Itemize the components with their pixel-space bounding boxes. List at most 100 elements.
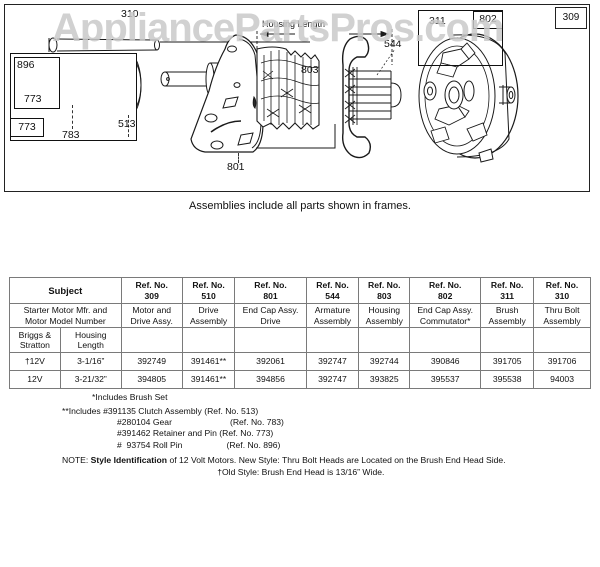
table-subheader-row: Briggs & Stratton Housing Length [9, 327, 591, 353]
housing-assembly-art [256, 46, 320, 130]
includes-ref: (Ref. No. 773) [219, 428, 274, 439]
includes-part: # 93754 Roll Pin [117, 439, 183, 450]
includes-ref: (Ref. No. 513) [204, 406, 259, 416]
includes-ref: (Ref. No. 896) [226, 439, 281, 450]
ref-number: 309 [144, 290, 159, 301]
housing-length-label: Housing Length [262, 19, 326, 29]
inset-frame-311-802 [418, 10, 503, 66]
subject-subtitle: Starter Motor Mfr. and Motor Model Numbe… [9, 303, 122, 328]
desc-line-2: Drive [260, 315, 281, 326]
includes-intro: **Includes [62, 406, 101, 416]
desc-310: Thru Bolt Assembly [533, 303, 591, 328]
note-bold-style-identification: Style Identification [90, 455, 168, 465]
cell-voltage: 12V [9, 370, 61, 389]
callout-310: 310 [121, 8, 139, 20]
bs-line-2: Stratton [19, 340, 50, 350]
cell-housing-length: 3-21/32” [59, 370, 122, 389]
end-cap-drive-art [160, 34, 336, 153]
col-header-briggs-stratton: Briggs & Stratton [9, 327, 61, 353]
header-ref-309: Ref. No. 309 [120, 277, 183, 304]
ref-number: 802 [438, 290, 453, 301]
note-label: NOTE: [62, 455, 89, 465]
header-subject: Subject [9, 277, 122, 304]
diagram-caption: Assemblies include all parts shown in fr… [189, 200, 411, 212]
blank-cell [533, 327, 591, 353]
includes-part: #391135 Clutch Assembly [103, 406, 202, 416]
desc-line-2: Drive Assy. [130, 315, 173, 326]
callout-801: 801 [227, 161, 245, 173]
blank-cell [181, 327, 236, 353]
ref-prefix: Ref. No. [316, 280, 349, 291]
cell-part-801: 392061 [234, 352, 307, 371]
desc-line-2: Assembly [189, 315, 228, 326]
cell-part-802: 390846 [409, 352, 482, 371]
ref-prefix: Ref. No. [368, 280, 401, 291]
callout-311: 311 [429, 15, 446, 27]
header-ref-803: Ref. No. 803 [358, 277, 411, 304]
includes-ref: (Ref. No. 783) [229, 417, 284, 428]
includes-row: #391462 Retainer and Pin (Ref. No. 773) [62, 428, 284, 439]
callout-802: 802 [473, 11, 503, 29]
includes-row: # 93754 Roll Pin (Ref. No. 896) [62, 440, 284, 451]
ref-prefix: Ref. No. [254, 280, 287, 291]
desc-802: End Cap Assy. Commutator* [409, 303, 482, 328]
cell-part-311: 391705 [480, 352, 535, 371]
desc-line-1: Brush [495, 305, 519, 316]
includes-part: #280104 Gear [117, 417, 172, 428]
blank-cell [480, 327, 535, 353]
footnote-note-block: NOTE: Style Identification of 12 Volt Mo… [62, 454, 506, 478]
desc-510: Drive Assembly [181, 303, 236, 328]
desc-line-2: Assembly [543, 315, 581, 326]
cell-part-801: 394856 [234, 370, 307, 389]
desc-311: Brush Assembly [480, 303, 535, 328]
desc-line-2: Assembly [365, 315, 403, 326]
header-ref-510: Ref. No. 510 [181, 277, 236, 304]
parts-table: Subject Ref. No. 309 Ref. No. 510 Ref. N… [9, 277, 591, 389]
hl-line-1: Housing [74, 329, 107, 340]
table-header-desc-row: Starter Motor Mfr. and Motor Model Numbe… [9, 303, 591, 328]
ref-number: 311 [500, 290, 515, 301]
subject-line-2: Motor Model Number [25, 315, 106, 326]
cell-part-802: 395537 [409, 370, 482, 389]
note-old-style: †Old Style: Brush End Head is 13/16” Wid… [217, 467, 385, 477]
includes-row: #280104 Gear (Ref. No. 783) [62, 417, 284, 428]
cell-part-544: 392747 [305, 352, 360, 371]
armature-assembly-art [341, 35, 402, 159]
ref-prefix: Ref. No. [192, 280, 225, 291]
table-row: †12V 3-1/16” 392749 391461** 392061 3927… [9, 352, 591, 371]
ref-prefix: Ref. No. [428, 280, 462, 291]
cell-part-309: 394805 [120, 370, 183, 389]
parts-table-container: Subject Ref. No. 309 Ref. No. 510 Ref. N… [9, 277, 591, 389]
subject-line-1: Starter Motor Mfr. and [23, 305, 108, 316]
includes-part: #391462 Retainer and Pin [117, 428, 217, 439]
ref-number: 801 [263, 290, 278, 301]
ref-number: 510 [201, 290, 216, 301]
desc-544: Armature Assembly [305, 303, 360, 328]
desc-309: Motor and Drive Assy. [120, 303, 183, 328]
cell-part-310: 391706 [533, 352, 591, 371]
desc-line-1: Armature [314, 305, 351, 316]
desc-line-2: Assembly [313, 315, 352, 326]
housing-length-dimension [256, 29, 393, 65]
blank-cell [120, 327, 183, 353]
ref-number: 803 [377, 290, 392, 301]
cell-part-510: 391461** [181, 370, 236, 389]
inset-frame-773 [14, 57, 60, 109]
bs-line-1: Briggs & [18, 329, 52, 340]
cell-voltage: †12V [9, 352, 61, 371]
includes-row: **Includes #391135 Clutch Assembly (Ref.… [62, 406, 284, 417]
page-ref-box-309: 309 [555, 7, 587, 29]
footnote-brush-set: *Includes Brush Set [92, 392, 168, 402]
blank-cell [358, 327, 411, 353]
hl-line-2: Length [77, 340, 104, 350]
desc-801: End Cap Assy. Drive [234, 303, 307, 328]
desc-line-1: Thru Bolt [544, 305, 580, 316]
callout-803: 803 [301, 64, 319, 76]
callout-510: 773 [10, 118, 44, 137]
blank-cell [305, 327, 360, 353]
callout-783: 783 [62, 129, 80, 141]
callout-513: 513 [118, 118, 136, 130]
desc-line-2: Commutator* [419, 315, 471, 326]
cell-part-309: 392749 [120, 352, 183, 371]
callout-544: 544 [384, 38, 402, 50]
